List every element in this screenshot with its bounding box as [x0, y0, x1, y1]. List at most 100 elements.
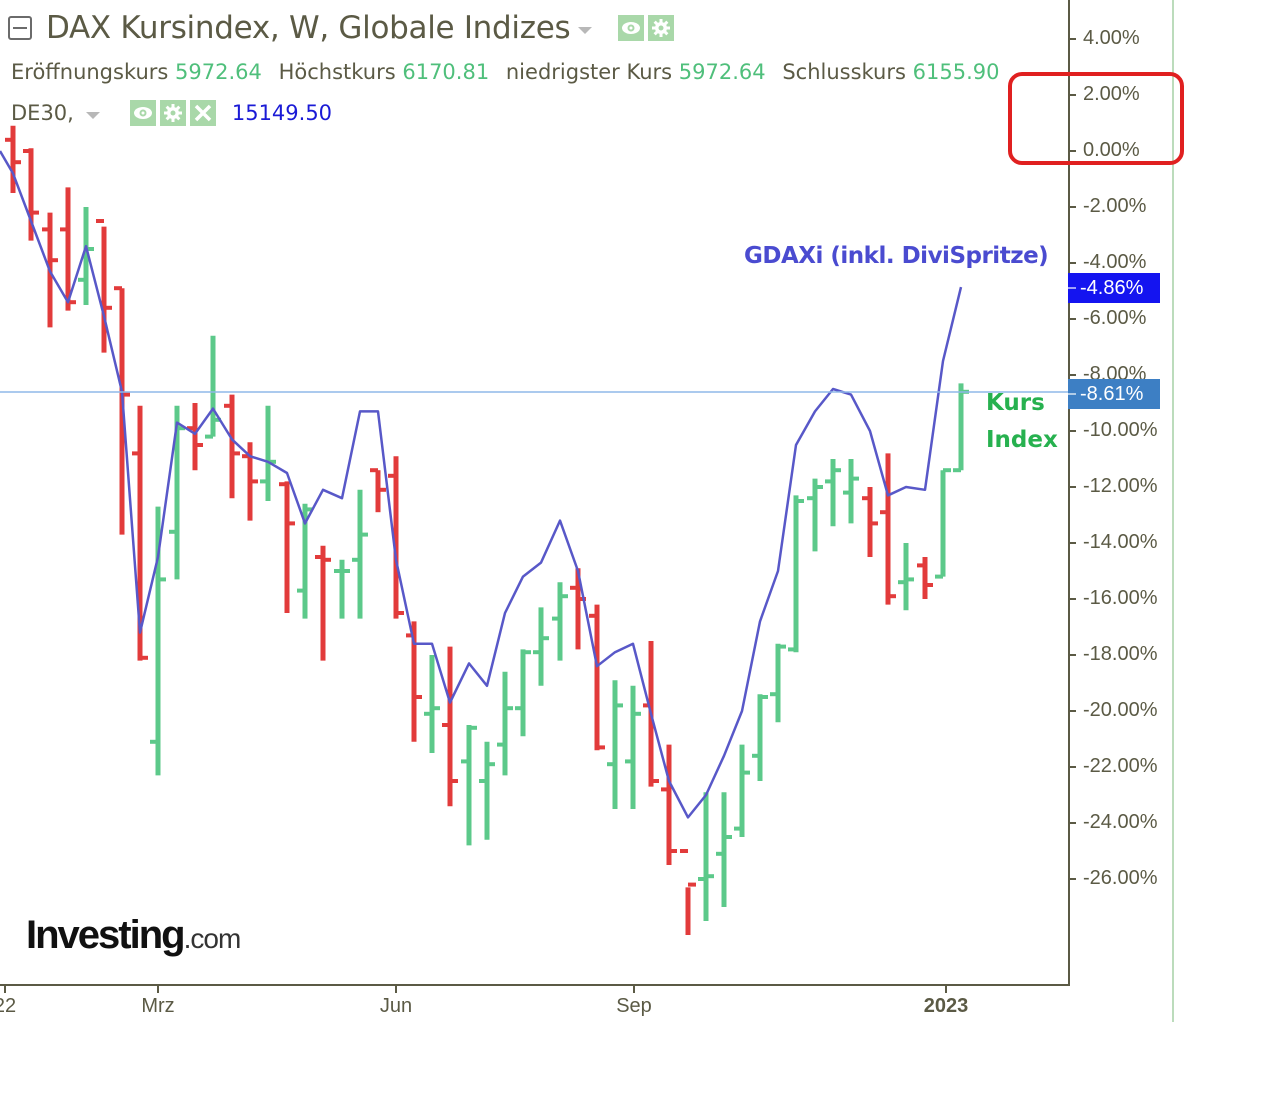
- ohlc-bar: [880, 453, 896, 605]
- ohlc-bar: [60, 187, 76, 311]
- y-tick-label: 4.00%: [1083, 27, 1140, 49]
- title-row: DAX Kursindex, W, Globale Indizes: [8, 10, 675, 46]
- close-icon[interactable]: [189, 100, 216, 126]
- ohlc-bar: [898, 543, 914, 611]
- low-value: 5972.64: [678, 60, 766, 84]
- compare-price: 15149.50: [231, 101, 333, 125]
- y-tick-label: -16.00%: [1083, 587, 1158, 609]
- ohlc-bar: [862, 487, 878, 557]
- x-tick-label: Mrz: [141, 995, 175, 1017]
- ohlc-bar: [843, 459, 859, 524]
- x-tick-label: Jun: [379, 995, 413, 1017]
- compare-symbol: DE30,: [11, 101, 74, 125]
- ohlc-bar: [114, 286, 130, 535]
- ohlc-bar: [187, 403, 203, 471]
- ohlc-bar: [23, 148, 39, 241]
- gear-icon[interactable]: [648, 15, 675, 41]
- y-tick-label: -2.00%: [1083, 195, 1147, 217]
- y-tick-label: -6.00%: [1083, 307, 1147, 329]
- ohlc-bar: [388, 456, 404, 619]
- ohlc-bar: [788, 495, 804, 653]
- ohlc-bar: [78, 207, 94, 305]
- ohlc-bar: [5, 125, 21, 193]
- ohlc-bar: [698, 792, 714, 921]
- ohlc-bar: [752, 694, 768, 781]
- ohlc-bar: [169, 405, 185, 580]
- y-axis-ticks: [1069, 38, 1076, 880]
- chevron-down-icon[interactable]: [85, 111, 100, 119]
- close-label: Schlusskurs: [782, 60, 906, 84]
- chart-title: DAX Kursindex, W, Globale Indizes: [46, 10, 571, 46]
- ohlc-bar: [807, 478, 823, 552]
- ohlc-bar: [479, 741, 495, 840]
- ohlc-bar: [334, 559, 350, 619]
- x-tick-label: 2023: [923, 995, 969, 1017]
- y-tick-label: -20.00%: [1083, 699, 1158, 721]
- ohlc-bar: [570, 568, 586, 650]
- y-tick-label: -22.00%: [1083, 755, 1158, 777]
- y-tick-label: -18.00%: [1083, 643, 1158, 665]
- ohlc-bar: [533, 607, 549, 686]
- ohlc-bar: [825, 459, 841, 527]
- ohlc-bar: [370, 468, 386, 513]
- ohlc-bar: [607, 680, 623, 809]
- ohlc-bar: [589, 604, 605, 751]
- highlight-annotation-box: [1008, 72, 1184, 165]
- kurs-value-badge: -8.61%: [1068, 379, 1160, 409]
- kurs-index-annotation: Kurs Index: [986, 385, 1058, 459]
- ohlc-bar: [515, 649, 531, 737]
- kurs-annotation-line1: Kurs: [986, 390, 1045, 416]
- compare-symbol-row: DE30, 15149.50: [11, 100, 332, 126]
- ohlc-bar: [917, 557, 933, 599]
- ohlc-bar: [935, 468, 951, 579]
- logo-domain: .com: [183, 923, 242, 954]
- gdaxi-value-badge: -4.86%: [1068, 273, 1160, 303]
- ohlc-bar: [352, 489, 368, 619]
- ohlc-bar: [96, 219, 112, 353]
- collapse-icon[interactable]: [8, 16, 32, 40]
- ohlc-bar: [279, 481, 295, 613]
- y-tick-label: -4.00%: [1083, 251, 1147, 273]
- gdaxi-annotation: GDAXi (inkl. DiviSpritze): [744, 243, 1049, 269]
- y-tick-label: 0.00%: [1083, 139, 1140, 161]
- y-tick-label: -14.00%: [1083, 531, 1158, 553]
- eye-icon[interactable]: [618, 15, 645, 41]
- ohlc-bar: [552, 582, 568, 661]
- eye-icon[interactable]: [129, 100, 156, 126]
- y-tick-label: 2.00%: [1083, 83, 1140, 105]
- logo-main: Investing: [26, 913, 186, 957]
- ohlc-bar: [497, 671, 513, 776]
- open-label: Eröffnungskurs: [11, 60, 169, 84]
- ohlc-bar: [625, 685, 641, 809]
- ohlc-bar: [716, 792, 732, 907]
- low-label: niedrigster Kurs: [505, 60, 673, 84]
- y-tick-label: -10.00%: [1083, 419, 1158, 441]
- ohlc-bar: [315, 545, 331, 661]
- y-tick-label: -26.00%: [1083, 867, 1158, 889]
- chevron-down-icon[interactable]: [578, 26, 593, 34]
- ohlc-bar: [424, 655, 440, 753]
- gdaxi-line-series: [0, 150, 963, 819]
- ohlc-bar: [242, 442, 258, 521]
- kurs-annotation-line2: Index: [986, 427, 1058, 453]
- ohlc-bar: [680, 849, 696, 935]
- high-label: Höchstkurs: [278, 60, 396, 84]
- high-value: 6170.81: [402, 60, 490, 84]
- open-value: 5972.64: [175, 60, 262, 84]
- x-tick-label: 22: [0, 995, 17, 1017]
- ohlc-bar: [461, 725, 477, 846]
- ohlc-bar: [205, 335, 221, 439]
- x-tick-label: Sep: [616, 995, 652, 1017]
- ohlc-bar: [953, 383, 969, 473]
- x-axis-ticks: [4, 985, 947, 993]
- ohlc-bar: [224, 394, 240, 499]
- ohlc-bar: [260, 405, 276, 501]
- ohlc-bar: [661, 744, 677, 865]
- y-tick-label: -12.00%: [1083, 475, 1158, 497]
- investing-logo: Investing .com: [26, 913, 242, 958]
- ohlc-bar: [442, 646, 458, 807]
- y-tick-label: -24.00%: [1083, 811, 1158, 833]
- close-value: 6155.90: [912, 60, 1000, 84]
- gear-icon[interactable]: [159, 100, 186, 126]
